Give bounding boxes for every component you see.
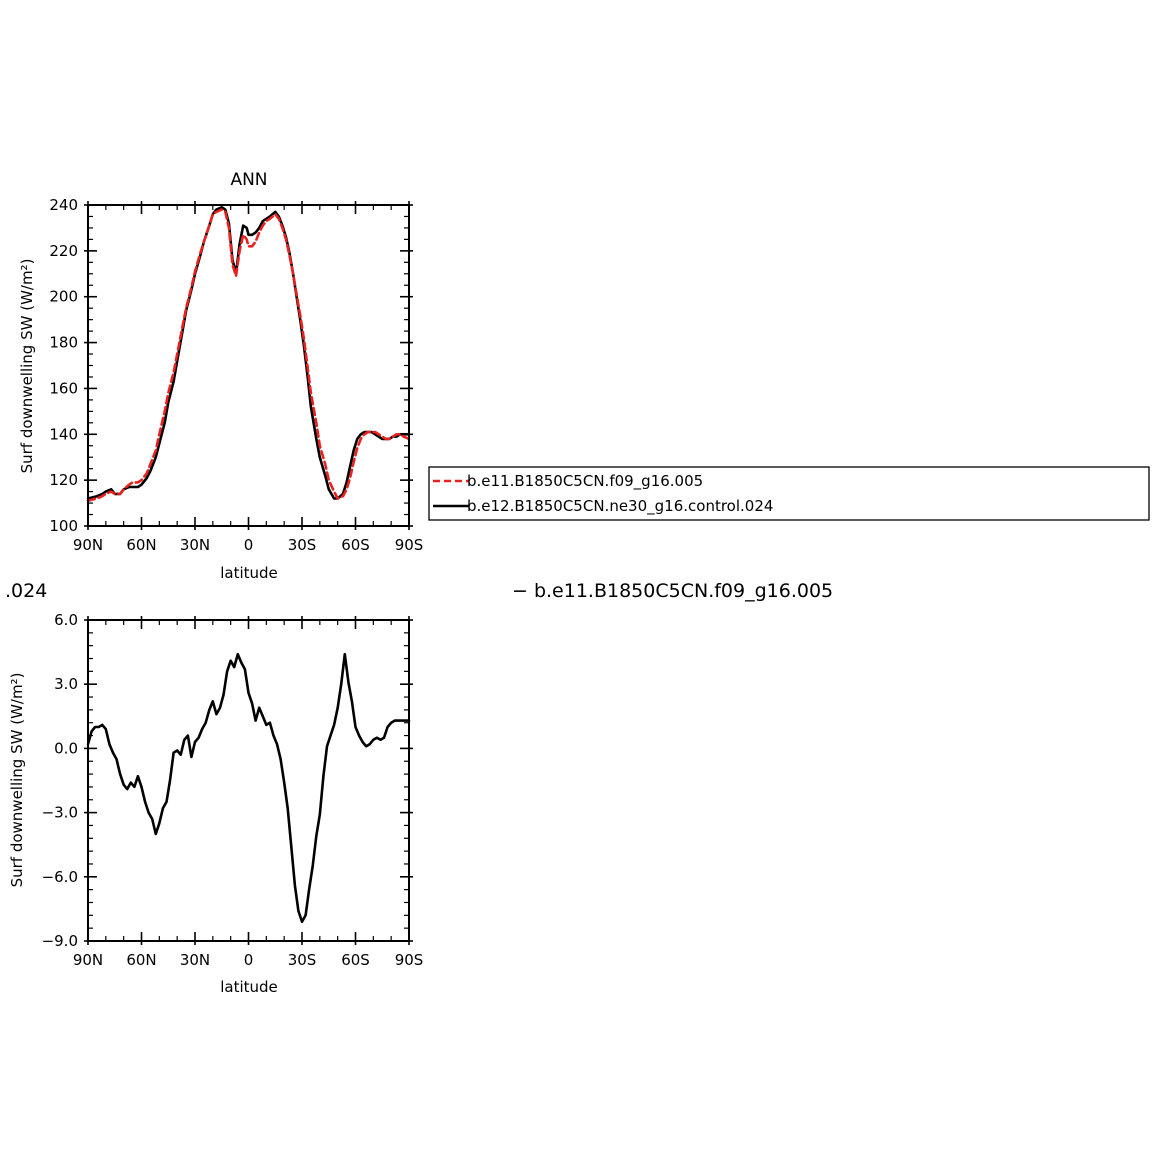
bottom-ticks <box>84 616 413 945</box>
x-tick-label: 60N <box>126 951 156 969</box>
bottom-plot-frame <box>87 619 410 942</box>
x-tick-label: 30S <box>288 536 317 554</box>
bottom-y-axis-label: Surf downwelling SW (W/m²) <box>8 673 26 888</box>
x-tick-label: 90S <box>395 951 424 969</box>
top-y-axis-label: Surf downwelling SW (W/m²) <box>18 259 36 474</box>
y-tick-label: 140 <box>49 425 78 443</box>
x-tick-label: 30N <box>180 951 210 969</box>
y-tick-label: 0.0 <box>54 739 78 757</box>
bottom-y-tick-labels: −9.0 −6.0 −3.0 0.0 3.0 6.0 <box>42 611 78 950</box>
y-tick-label: 240 <box>49 196 78 214</box>
x-tick-label: 30N <box>180 536 210 554</box>
top-plot-frame <box>87 204 410 527</box>
bottom-x-tick-labels: 90N 60N 30N 0 30S 60S 90S <box>73 951 423 969</box>
legend-label-series-2: b.e12.B1850C5CN.ne30_g16.control.024 <box>467 497 773 516</box>
x-tick-label: 90S <box>395 536 424 554</box>
legend: b.e11.B1850C5CN.f09_g16.005 b.e12.B1850C… <box>428 466 1150 521</box>
y-tick-label: 200 <box>49 288 78 306</box>
x-tick-label: 60S <box>341 951 370 969</box>
legend-label-series-1: b.e11.B1850C5CN.f09_g16.005 <box>467 472 703 491</box>
top-x-tick-labels: 90N 60N 30N 0 30S 60S 90S <box>73 536 423 554</box>
x-tick-label: 60S <box>341 536 370 554</box>
y-tick-label: −9.0 <box>42 932 78 950</box>
top-series-line-1 <box>86 208 411 503</box>
y-tick-label: 160 <box>49 379 78 397</box>
x-tick-label: 60N <box>126 536 156 554</box>
bottom-series-line-1 <box>86 652 411 924</box>
y-tick-label: −3.0 <box>42 804 78 822</box>
top-series-lines <box>86 206 411 503</box>
x-tick-label: 90N <box>73 951 103 969</box>
y-tick-label: 180 <box>49 334 78 352</box>
top-series-line-2 <box>86 206 411 500</box>
top-x-axis-label: latitude <box>220 564 278 582</box>
x-tick-label: 0 <box>244 536 254 554</box>
y-tick-label: 120 <box>49 471 78 489</box>
y-tick-label: 220 <box>49 242 78 260</box>
overflow-text-left: .024 <box>5 580 47 602</box>
x-tick-label: 30S <box>288 951 317 969</box>
bottom-x-axis-label: latitude <box>220 978 278 996</box>
y-tick-label: 100 <box>49 517 78 535</box>
y-tick-label: 6.0 <box>54 611 78 629</box>
bottom-series-lines <box>86 652 411 924</box>
overflow-text-right: − b.e11.B1850C5CN.f09_g16.005 <box>512 580 833 602</box>
top-y-tick-labels: 100 120 140 160 180 200 220 240 <box>49 196 78 535</box>
x-tick-label: 0 <box>244 951 254 969</box>
top-panel: ANN 100 120 140 160 180 200 220 240 90N 60N 30N 0 3… <box>18 170 423 582</box>
top-ticks <box>84 201 413 530</box>
x-tick-label: 90N <box>73 536 103 554</box>
top-chart-title: ANN <box>230 170 267 190</box>
bottom-panel: −9.0−6.0−3.00.03.06.0 90N 60N 30N 0 30S 60S 90… <box>8 611 423 996</box>
y-tick-label: 3.0 <box>54 675 78 693</box>
legend-box <box>428 466 1150 521</box>
y-tick-label: −6.0 <box>42 868 78 886</box>
